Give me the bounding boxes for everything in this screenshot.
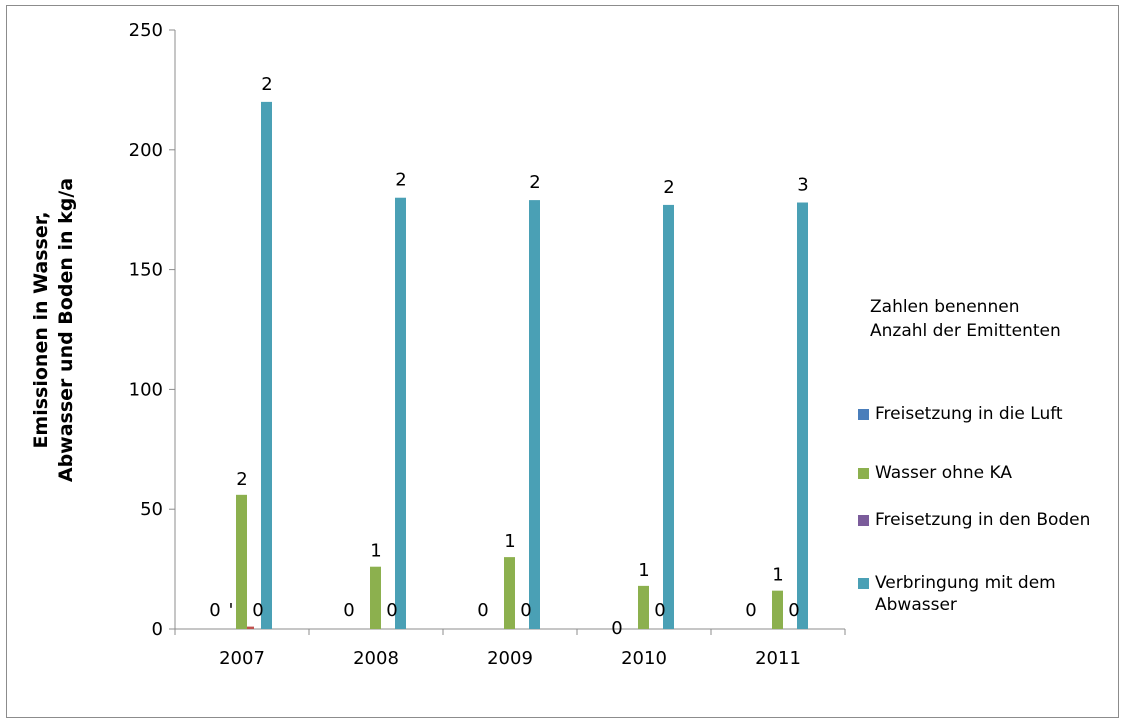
data-label: 3	[797, 175, 808, 196]
legend-item-abwasser: Verbringung mit dem Abwasser	[858, 572, 1113, 616]
y-tick-label: 100	[129, 379, 163, 400]
legend-label-luft: Freisetzung in die Luft	[875, 404, 1063, 424]
data-label: 0	[611, 618, 622, 639]
legend-swatch-luft	[858, 409, 869, 420]
legend-swatch-boden	[858, 515, 869, 526]
bar	[663, 204, 674, 629]
bar	[772, 590, 783, 629]
x-tick-label: 2007	[219, 648, 265, 669]
legend: Zahlen benennen Anzahl der Emittenten Fr…	[858, 296, 1113, 615]
data-label: 0	[209, 600, 220, 621]
legend-swatch-wasser-ohne-ka	[858, 468, 869, 479]
y-axis-label-line-2: Abwasser und Boden in kg/a	[55, 178, 77, 482]
bar	[797, 202, 808, 629]
y-tick-label: 0	[152, 619, 163, 640]
data-label: 1	[504, 531, 515, 552]
data-label: '	[229, 600, 234, 621]
legend-item-luft: Freisetzung in die Luft	[858, 403, 1113, 425]
legend-label-abwasser: Verbringung mit dem Abwasser	[875, 573, 1056, 615]
data-label: 0	[788, 600, 799, 621]
data-label: 2	[236, 469, 247, 490]
data-label: 0	[745, 600, 756, 621]
legend-note-line-2: Anzahl der Emittenten	[870, 321, 1061, 341]
legend-swatch-abwasser	[858, 578, 869, 589]
y-tick-label: 200	[129, 140, 163, 161]
bar	[395, 197, 406, 629]
x-tick-label: 2009	[487, 648, 533, 669]
data-label: 0	[520, 600, 531, 621]
legend-label-boden: Freisetzung in den Boden	[875, 510, 1091, 530]
bar	[529, 200, 540, 629]
bar	[370, 566, 381, 629]
data-label: 1	[370, 541, 381, 562]
y-tick-label: 50	[140, 499, 163, 520]
y-axis-label-line-1: Emissionen in Wasser,	[30, 211, 52, 448]
bar	[504, 557, 515, 629]
data-label: 2	[261, 74, 272, 95]
bar	[236, 494, 247, 629]
data-label: 0	[343, 600, 354, 621]
data-label: 2	[529, 172, 540, 193]
data-label: 1	[638, 560, 649, 581]
legend-note-line-1: Zahlen benennen	[870, 297, 1020, 317]
data-label: 1	[772, 565, 783, 586]
y-tick-label: 250	[129, 20, 163, 41]
data-label: 0	[386, 600, 397, 621]
legend-item-boden: Freisetzung in den Boden	[858, 509, 1113, 531]
x-tick-label: 2011	[755, 648, 801, 669]
chart-area	[6, 5, 1119, 718]
data-label: 0	[654, 600, 665, 621]
legend-item-wasser-ohne-ka: Wasser ohne KA	[858, 462, 1113, 484]
data-label: 2	[663, 177, 674, 198]
x-tick-label: 2010	[621, 648, 667, 669]
data-label: 0	[252, 600, 263, 621]
x-tick-label: 2008	[353, 648, 399, 669]
legend-label-wasser-ohne-ka: Wasser ohne KA	[875, 463, 1012, 483]
bar	[261, 101, 272, 629]
y-tick-label: 150	[129, 260, 163, 281]
bar	[638, 585, 649, 629]
data-label: 0	[477, 600, 488, 621]
data-label: 2	[395, 170, 406, 191]
